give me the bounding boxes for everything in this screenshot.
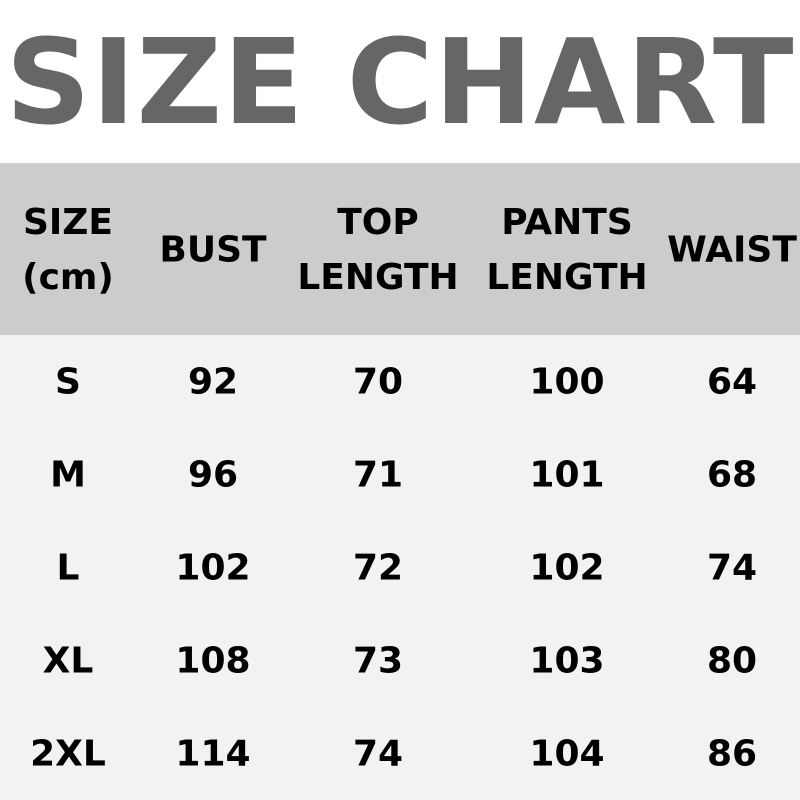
column-header-line: LENGTH bbox=[297, 257, 459, 298]
table-cell: 100 bbox=[529, 361, 605, 403]
table-cell: S bbox=[55, 361, 81, 403]
column-header-line: LENGTH bbox=[486, 257, 648, 298]
table-cell: 72 bbox=[352, 547, 404, 589]
column-header-line: (cm) bbox=[22, 257, 114, 298]
table-cell: 73 bbox=[352, 640, 404, 682]
table-cell: 74 bbox=[706, 547, 758, 589]
table-cell: M bbox=[50, 454, 86, 496]
table-cell: 104 bbox=[529, 733, 605, 775]
page-title: SIZE CHART bbox=[5, 12, 795, 151]
table-cell: 102 bbox=[175, 547, 251, 589]
column-header: PANTS LENGTH bbox=[486, 195, 647, 305]
table-cell: 114 bbox=[175, 733, 251, 775]
table-cell: 86 bbox=[706, 733, 758, 775]
column-header-line: PANTS bbox=[501, 202, 633, 243]
table-cell: 103 bbox=[529, 640, 605, 682]
table-cell: 70 bbox=[352, 361, 404, 403]
table-cell: 74 bbox=[352, 733, 404, 775]
table-cell: 68 bbox=[706, 454, 758, 496]
column-header-line: SIZE bbox=[22, 202, 114, 243]
table-cell: 2XL bbox=[30, 733, 106, 775]
table-cell: 92 bbox=[187, 361, 239, 403]
column-header: SIZE (cm) bbox=[22, 195, 114, 305]
column-header-line: BUST bbox=[159, 229, 267, 271]
table-cell: L bbox=[56, 547, 80, 589]
column-header: BUST bbox=[159, 223, 266, 278]
table-cell: 80 bbox=[706, 640, 758, 682]
table-cell: 96 bbox=[187, 454, 239, 496]
table-cell: 64 bbox=[706, 361, 758, 403]
column-header-line: WAIST bbox=[667, 229, 797, 271]
table-body bbox=[0, 335, 800, 800]
table-cell: 102 bbox=[529, 547, 605, 589]
table-cell: 108 bbox=[175, 640, 251, 682]
table-header bbox=[0, 163, 800, 335]
table-cell: 71 bbox=[352, 454, 404, 496]
column-header: WAIST bbox=[667, 223, 797, 278]
column-header: TOP LENGTH bbox=[297, 195, 458, 305]
table-cell: 101 bbox=[529, 454, 605, 496]
column-header-line: TOP bbox=[337, 202, 419, 243]
table-cell: XL bbox=[42, 640, 94, 682]
